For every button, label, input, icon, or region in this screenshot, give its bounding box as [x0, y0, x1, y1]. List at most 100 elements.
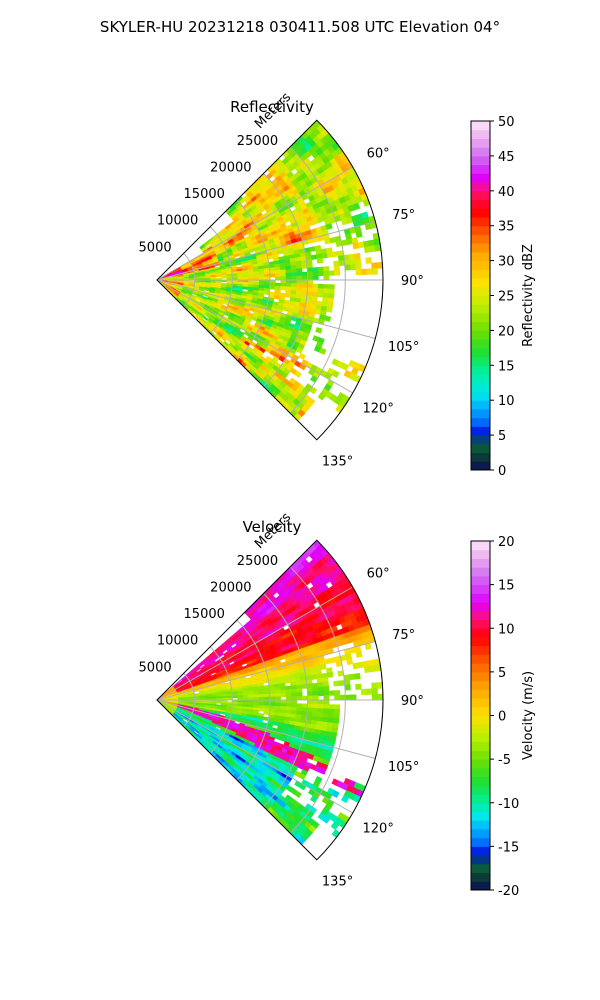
colorbar-band [471, 575, 490, 586]
colorbar-band [471, 881, 490, 891]
colorbar-band [471, 767, 490, 778]
colorbar-band [471, 802, 490, 812]
reflectivity-colorbar-bands [471, 121, 490, 471]
radar-gate [365, 257, 372, 264]
radar-gate [285, 689, 292, 694]
radar-gate [371, 268, 378, 275]
radar-gate [284, 293, 292, 298]
radar-gate [317, 708, 324, 714]
radar-gate [296, 272, 303, 277]
range-tick-label: 10000 [157, 214, 198, 229]
colorbar-band [471, 199, 490, 209]
radar-gate [323, 284, 330, 290]
azimuth-tick-label: 75° [392, 628, 415, 643]
colorbar-band [471, 759, 490, 769]
colorbar-band [471, 785, 490, 795]
colorbar-band [471, 295, 490, 305]
colorbar-band [471, 435, 490, 445]
radar-gate [315, 327, 323, 334]
colorbar-band [471, 636, 490, 647]
radar-gate [274, 693, 282, 698]
colorbar-band [471, 724, 490, 734]
azimuth-tick-label: 75° [392, 208, 415, 223]
radar-gate [322, 288, 330, 294]
radar-gate [280, 276, 287, 281]
radar-gate [269, 273, 276, 278]
radar-gate [273, 295, 281, 300]
colorbar-band [471, 243, 490, 253]
range-tick-label: 20000 [210, 160, 251, 175]
radar-gate [321, 252, 329, 259]
radar-gate [269, 693, 276, 698]
range-tick-label: 20000 [210, 580, 251, 595]
radar-gate [296, 688, 303, 693]
colorbar-tick-label: 40 [498, 185, 515, 200]
radar-gate [333, 713, 340, 720]
reflectivity-panel: Reflectivity 5000 10000 15000 20000 25000 60… [139, 90, 424, 470]
colorbar-band [471, 461, 490, 471]
radar-gate [352, 202, 361, 211]
azimuth-tick-label: 120° [363, 822, 394, 837]
colorbar-band [471, 855, 490, 865]
colorbar-tick-label: 25 [498, 290, 515, 305]
colorbar-tick-label: -20 [498, 884, 519, 899]
colorbar-band [471, 234, 490, 244]
radar-gate [312, 699, 319, 705]
radar-gate [344, 694, 352, 701]
radar-gate [312, 283, 319, 289]
azimuth-tick-label: 120° [363, 402, 394, 417]
radar-gate [334, 694, 341, 701]
figure-title: SKYLER-HU 20231218 030411.508 UTC Elevat… [100, 18, 500, 36]
radar-gate [331, 369, 340, 378]
radar-gate [323, 695, 330, 701]
radar-gate [263, 710, 270, 716]
velocity-colorbar-bands [471, 541, 490, 891]
radar-gate [319, 663, 327, 670]
colorbar-band [471, 339, 490, 349]
radar-gate [253, 274, 260, 278]
colorbar-band [471, 382, 490, 392]
colorbar-band [471, 312, 490, 323]
azimuth-tick-label: 90° [401, 694, 424, 709]
radar-gate [301, 275, 308, 281]
reflectivity-field [156, 119, 384, 422]
colorbar-band [471, 628, 490, 638]
radar-gate [322, 681, 329, 688]
radar-gate [333, 708, 341, 715]
colorbar-tick-label: 50 [498, 115, 515, 130]
radar-gate [317, 270, 325, 277]
reflectivity-colorbar: 0 5 10 15 20 25 30 35 40 45 50 Reflectivity dBZ [470, 115, 536, 479]
radar-gate [291, 703, 298, 708]
radar-gate [291, 276, 298, 281]
radar-gate [285, 699, 292, 704]
radar-gate [310, 674, 318, 680]
radar-gate [312, 687, 319, 693]
radar-gate [334, 270, 341, 276]
colorbar-band [471, 216, 490, 227]
azimuth-tick-label: 105° [388, 760, 419, 775]
radar-gate [296, 692, 303, 697]
radar-gate [307, 691, 314, 697]
colorbar-band [471, 182, 490, 192]
radar-gate [291, 283, 298, 288]
colorbar-band [471, 173, 490, 183]
radar-gate [253, 694, 260, 698]
radar-gate [360, 688, 368, 695]
radar-gate [312, 287, 319, 293]
radar-gate [317, 288, 324, 294]
radar-gate [296, 703, 303, 708]
radar-gate [328, 284, 335, 290]
radar-gate [355, 268, 362, 276]
radar-gate [291, 699, 298, 704]
colorbar-band [471, 330, 490, 340]
radar-gate [326, 671, 334, 678]
colorbar-band [471, 610, 490, 621]
colorbar-band [471, 391, 490, 401]
radar-gate [317, 266, 324, 272]
colorbar-tick-label: 10 [498, 622, 515, 637]
radar-gate [312, 695, 319, 701]
colorbar-band [471, 706, 490, 716]
radar-gate [285, 272, 292, 277]
colorbar-band [471, 452, 490, 462]
